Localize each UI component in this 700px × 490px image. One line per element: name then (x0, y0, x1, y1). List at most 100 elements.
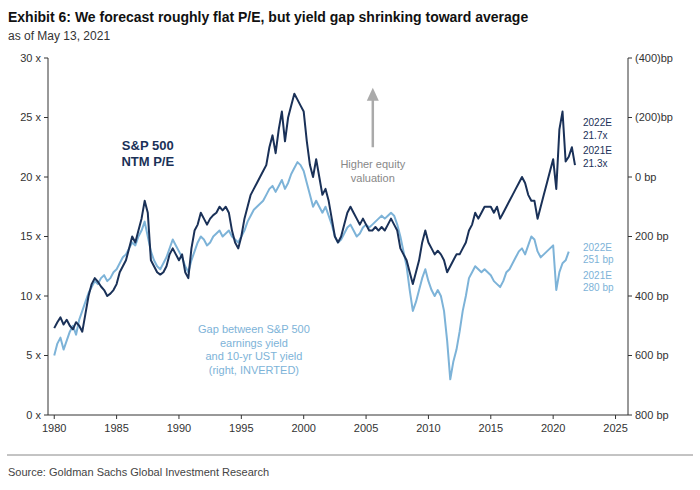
y-tick-label: 0 x (26, 409, 41, 421)
x-tick-label: 1995 (229, 422, 253, 434)
annotation: 2021E 21.3x (583, 145, 612, 169)
x-tick-label: 2020 (541, 422, 565, 434)
y-tick-label: 10 x (20, 290, 41, 302)
text-line: (right, INVERTED) (209, 364, 299, 376)
plot-area (54, 94, 575, 380)
annotation: Higher equity valuation (340, 158, 405, 184)
arrow (372, 100, 375, 148)
x-tick (241, 415, 242, 419)
x-tick (178, 415, 179, 419)
x-tick-label: 2010 (416, 422, 440, 434)
arrow-head (367, 88, 379, 101)
text-line: as of May 13, 2021 (8, 29, 110, 43)
text-line: Source: Goldman Sachs Global Investment … (8, 466, 269, 478)
text-line: 1985 (104, 422, 128, 434)
text-line: and 10-yr UST yield (205, 350, 302, 362)
x-tick (490, 415, 491, 419)
subtitle: as of May 13, 2021 (8, 29, 110, 43)
text-line: 251 bp (583, 254, 614, 265)
text-line: 5 x (26, 349, 41, 361)
text-line: (400)bp (635, 52, 673, 64)
text-line: 600 bp (635, 349, 669, 361)
y2-tick-label: (200)bp (635, 111, 673, 123)
text-line: 1995 (229, 422, 253, 434)
text-line: Higher equity (340, 158, 405, 170)
x-tick (366, 415, 367, 419)
text-line: 20 x (20, 171, 41, 183)
text-line: Gap between S&P 500 (198, 323, 310, 335)
text-line: 1990 (167, 422, 191, 434)
y2-tick (628, 117, 632, 118)
x-tick-label: 2015 (479, 422, 503, 434)
series-label: S&P 500NTM P/E (121, 138, 174, 169)
x-tick (303, 415, 304, 419)
text-line: 2000 (291, 422, 315, 434)
text-line: Exhibit 6: We forecast roughly flat P/E,… (8, 9, 528, 25)
text-line: 2025 (603, 422, 627, 434)
series-line (54, 94, 575, 332)
annotation: 2021E280 bp (583, 270, 614, 294)
text-line: 2005 (354, 422, 378, 434)
y2-tick-label: 600 bp (635, 349, 669, 361)
y2-tick (628, 415, 632, 416)
x-tick (116, 415, 117, 419)
y2-tick (628, 58, 632, 59)
divider (7, 455, 693, 456)
y-tick (44, 236, 48, 237)
text-line: 10 x (20, 290, 41, 302)
x-tick (428, 415, 429, 419)
y2-tick (628, 177, 632, 178)
text-line: 400 bp (635, 290, 669, 302)
text-line: 800 bp (635, 409, 669, 421)
y2-tick-label: 400 bp (635, 290, 669, 302)
x-axis-line (48, 415, 628, 416)
x-tick (54, 415, 55, 419)
text-line: 0 bp (635, 171, 656, 183)
title: Exhibit 6: We forecast roughly flat P/E,… (8, 9, 528, 25)
text-line: 25 x (20, 111, 41, 123)
y2-tick (628, 296, 632, 297)
text-line: 200 bp (635, 230, 669, 242)
y-tick (44, 177, 48, 178)
text-line: 2015 (479, 422, 503, 434)
text-line: 1980 (42, 422, 66, 434)
text-line: 0 x (26, 409, 41, 421)
y-tick-label: 20 x (20, 171, 41, 183)
text-line: 2021E (583, 145, 612, 156)
y-tick-label: 30 x (20, 52, 41, 64)
series-line (54, 162, 569, 379)
text-line: 2022E (583, 242, 612, 253)
x-tick-label: 2025 (603, 422, 627, 434)
text-line: 2021E (583, 270, 612, 281)
y2-tick-label: 800 bp (635, 409, 669, 421)
x-tick-label: 1985 (104, 422, 128, 434)
text-line: valuation (351, 172, 395, 184)
text-line: 280 bp (583, 282, 614, 293)
text-line: 2010 (416, 422, 440, 434)
text-line: earnings yield (220, 337, 288, 349)
text-line: (200)bp (635, 111, 673, 123)
x-tick-label: 1990 (167, 422, 191, 434)
text-line: 2022E (583, 117, 612, 128)
y-tick (44, 415, 48, 416)
y-tick-label: 15 x (20, 230, 41, 242)
y-tick (44, 58, 48, 59)
text-line: 15 x (20, 230, 41, 242)
text-line: 21.3x (583, 158, 607, 169)
text-line: NTM P/E (121, 154, 174, 169)
x-tick-label: 2000 (291, 422, 315, 434)
text-line: 30 x (20, 52, 41, 64)
y2-tick-label: 200 bp (635, 230, 669, 242)
text-line: S&P 500 (122, 138, 174, 153)
x-tick (615, 415, 616, 419)
y2-tick (628, 355, 632, 356)
y2-tick-label: 0 bp (635, 171, 656, 183)
y-tick-label: 25 x (20, 111, 41, 123)
text-line: 2020 (541, 422, 565, 434)
x-tick-label: 2005 (354, 422, 378, 434)
annotation: 2022E 21.7x (583, 117, 612, 141)
y2-tick (628, 236, 632, 237)
x-tick-label: 1980 (42, 422, 66, 434)
text-line: 21.7x (583, 130, 607, 141)
y-tick-label: 5 x (26, 349, 41, 361)
